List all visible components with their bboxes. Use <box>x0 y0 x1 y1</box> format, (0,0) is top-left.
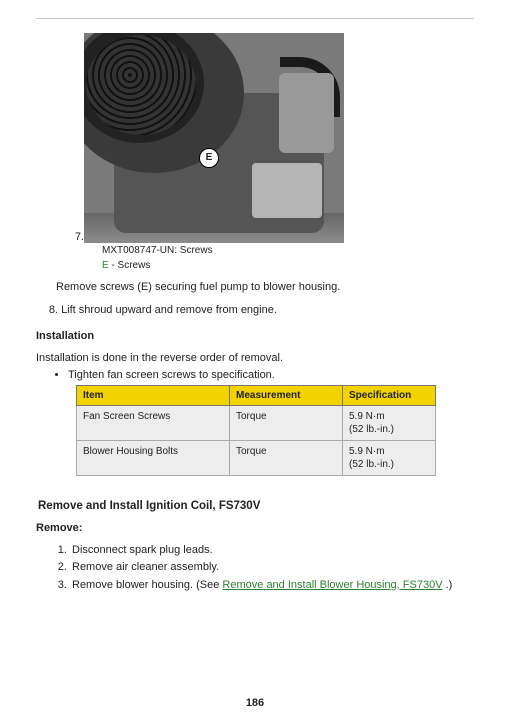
remove-step-2: Remove air cleaner assembly. <box>70 559 474 577</box>
td-spec: 5.9 N·m(52 lb.-in.) <box>343 405 436 440</box>
step8-line: 8. Lift shroud upward and remove from en… <box>36 302 474 319</box>
installation-bullets: Tighten fan screen screws to specificati… <box>36 369 474 381</box>
td-spec: 5.9 N·m(52 lb.-in.) <box>343 440 436 475</box>
td-measurement: Torque <box>230 440 343 475</box>
callout-e-label: E <box>199 148 219 168</box>
step8-text: Lift shroud upward and remove from engin… <box>61 304 277 316</box>
page-number: 186 <box>0 697 510 709</box>
figure-caption-key-text: - Screws <box>109 260 151 271</box>
figure-caption-code: MXT008747-UN: Screws <box>102 245 213 256</box>
step-number-8: 8. <box>36 302 58 319</box>
spec-table: Item Measurement Specification Fan Scree… <box>76 385 436 476</box>
th-spec: Specification <box>343 385 436 405</box>
section2-heading: Remove and Install Ignition Coil, FS730V <box>38 500 474 512</box>
step-number-7: 7. <box>66 231 84 243</box>
td-item: Blower Housing Bolts <box>77 440 230 475</box>
installation-intro: Installation is done in the reverse orde… <box>36 350 474 367</box>
remove-heading: Remove: <box>36 522 474 534</box>
step7-text: Remove screws (E) securing fuel pump to … <box>56 279 474 296</box>
td-measurement: Torque <box>230 405 343 440</box>
th-measurement: Measurement <box>230 385 343 405</box>
top-rule <box>36 18 474 19</box>
remove-step-3-suffix: .) <box>443 579 453 591</box>
remove-step-3: Remove blower housing. (See Remove and I… <box>70 577 474 595</box>
installation-heading: Installation <box>36 330 474 342</box>
xref-blower-housing-link[interactable]: Remove and Install Blower Housing, FS730… <box>222 579 442 591</box>
remove-step-1: Disconnect spark plug leads. <box>70 542 474 560</box>
th-item: Item <box>77 385 230 405</box>
figure-block: 7. E MXT008747-UN: Screws E - Screws <box>66 33 474 273</box>
remove-steps: Disconnect spark plug leads. Remove air … <box>36 542 474 595</box>
remove-step-3-prefix: Remove blower housing. (See <box>72 579 222 591</box>
engine-photo: E <box>84 33 344 243</box>
installation-bullet-1: Tighten fan screen screws to specificati… <box>68 369 474 381</box>
figure-caption-key-letter: E <box>102 260 109 271</box>
td-item: Fan Screen Screws <box>77 405 230 440</box>
